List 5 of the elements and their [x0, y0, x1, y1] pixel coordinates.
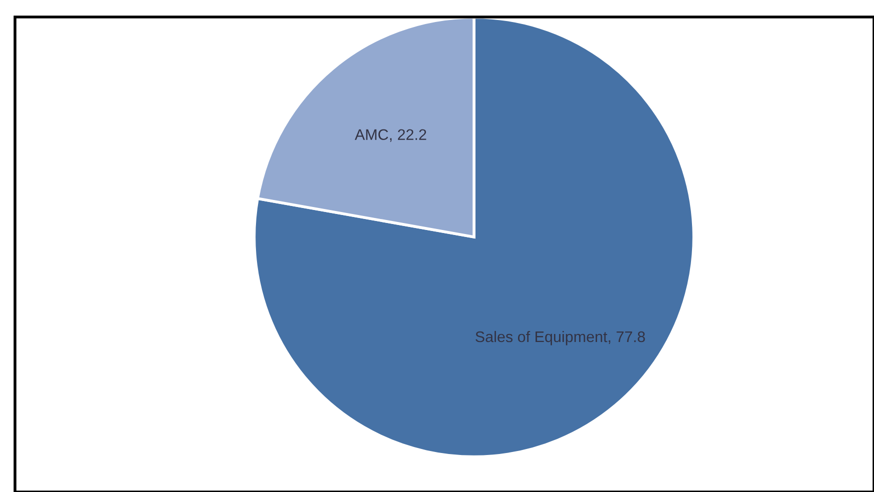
slice-label: AMC [354, 129, 388, 140]
data-label: , 77.8 [608, 331, 645, 344]
pie-slice [252, 16, 696, 458]
slice-label: Sales of Equipment [476, 330, 608, 346]
data-label: , 22.2 [390, 129, 426, 142]
